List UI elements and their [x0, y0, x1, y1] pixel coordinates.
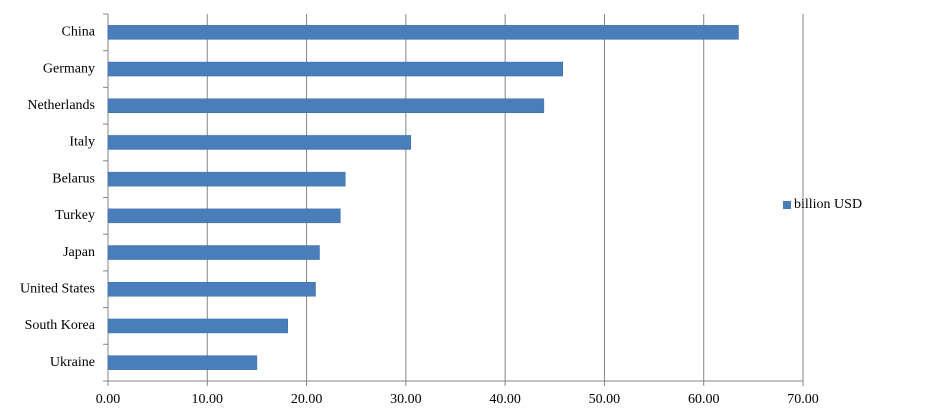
- y-tick-label: Italy: [69, 135, 95, 150]
- y-tick-label: Belarus: [52, 171, 95, 186]
- bar: [107, 318, 288, 334]
- x-tick-label: 50.00: [589, 392, 621, 407]
- y-tick-label: United States: [20, 281, 95, 296]
- y-tick-label: South Korea: [25, 318, 96, 333]
- bar: [107, 25, 739, 40]
- y-tick-label: Germany: [43, 61, 95, 76]
- x-tick-label: 10.00: [192, 392, 224, 407]
- bar: [107, 171, 346, 187]
- bar: [107, 98, 545, 113]
- bar: [107, 208, 341, 224]
- bar: [107, 282, 316, 297]
- y-tick-label: China: [62, 25, 96, 40]
- legend-marker: [783, 201, 791, 209]
- bar: [107, 245, 320, 260]
- legend-label: billion USD: [794, 197, 862, 212]
- bar: [107, 355, 258, 370]
- y-tick-label: Turkey: [55, 208, 95, 223]
- x-tick-label: 60.00: [688, 392, 720, 407]
- x-tick-label: 40.00: [489, 392, 521, 407]
- x-tick-label: 30.00: [390, 392, 422, 407]
- y-tick-label: Japan: [63, 245, 95, 260]
- y-tick-label: Ukraine: [50, 355, 95, 370]
- x-tick-label: 20.00: [291, 392, 323, 407]
- x-tick-label: 0.00: [96, 392, 121, 407]
- x-tick-label: 70.00: [787, 392, 819, 407]
- bar: [107, 61, 563, 77]
- y-tick-label: Netherlands: [27, 98, 95, 113]
- bar: [107, 135, 412, 150]
